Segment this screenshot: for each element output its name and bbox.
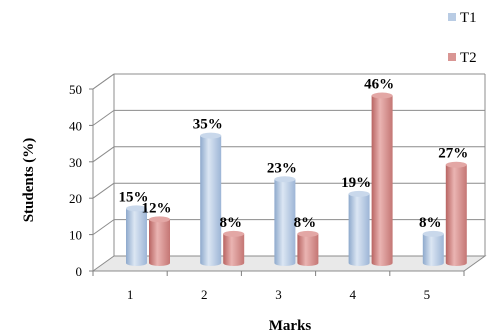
bar-body: [149, 219, 170, 266]
bar-t2-3: [297, 230, 319, 266]
y-tick-label: 30: [69, 155, 82, 170]
data-label: 8%: [219, 215, 242, 231]
bar-body: [126, 208, 147, 266]
bar-t2-2: [223, 230, 245, 266]
data-label: 15%: [119, 189, 149, 205]
bar-top: [297, 230, 319, 237]
y-tick-label: 40: [69, 118, 82, 133]
bar-body: [371, 95, 393, 266]
bar-body: [223, 233, 245, 266]
bar-top: [274, 176, 296, 183]
bar-body: [200, 135, 222, 266]
bar-body: [348, 193, 370, 266]
bar-t2-5: [445, 161, 467, 266]
data-label: 8%: [294, 215, 317, 231]
y-tick-label: 10: [69, 228, 82, 243]
bar-top: [200, 132, 222, 139]
bar-t2-1: [149, 216, 170, 266]
bar-body: [422, 233, 444, 266]
x-tick-label: 2: [201, 287, 208, 302]
gridline-side: [92, 219, 115, 236]
bar-top: [223, 230, 245, 237]
x-tick-label: 4: [349, 287, 356, 302]
x-tick-label: 1: [127, 287, 134, 302]
x-tick-label: 3: [275, 287, 282, 302]
bar-t1-1: [126, 205, 147, 266]
bar-top: [126, 205, 147, 212]
y-tick-label: 20: [69, 191, 82, 206]
legend: T1 T2: [448, 10, 477, 66]
y-axis-ticks: 0 10 20 30 40 50: [69, 82, 93, 279]
bar-t1-4: [348, 190, 370, 266]
bar-top: [371, 92, 393, 99]
gridline-side: [92, 109, 115, 126]
bar-body: [274, 179, 296, 266]
data-label: 46%: [364, 77, 394, 93]
x-axis-title: Marks: [269, 318, 312, 334]
legend-swatch: [448, 53, 456, 61]
y-axis-title: Students (%): [21, 138, 37, 223]
gridlines: [92, 73, 485, 236]
bar-body: [297, 233, 319, 266]
legend-swatch: [448, 13, 456, 21]
gridline-side: [92, 73, 115, 90]
bar-top: [348, 190, 370, 197]
y-tick-label: 50: [69, 82, 82, 97]
bar-t1-5: [422, 230, 444, 266]
bar-top: [149, 216, 170, 223]
bar-top: [445, 161, 467, 168]
gridline-side: [92, 182, 115, 199]
legend-label: T1: [460, 10, 477, 26]
data-labels: 15% 35% 23% 19% 8% 12% 8% 8% 46% 27%: [119, 77, 469, 231]
legend-label: T2: [460, 50, 477, 66]
data-label: 12%: [142, 200, 172, 216]
data-label: 19%: [341, 175, 371, 191]
data-label: 8%: [419, 215, 442, 231]
bars: [126, 92, 467, 266]
bar-top: [422, 230, 444, 237]
y-tick-label: 0: [76, 264, 83, 279]
bar-t2-4: [371, 92, 393, 266]
bar-t1-3: [274, 176, 296, 266]
data-label: 35%: [193, 117, 223, 133]
bar-t1-2: [200, 132, 222, 266]
x-tick-label: 5: [424, 287, 431, 302]
data-label: 27%: [438, 146, 468, 162]
gridline-side: [92, 146, 115, 163]
x-axis-ticks: 1 2 3 4 5: [92, 271, 465, 302]
data-label: 23%: [267, 160, 297, 176]
bar-body: [445, 164, 467, 266]
